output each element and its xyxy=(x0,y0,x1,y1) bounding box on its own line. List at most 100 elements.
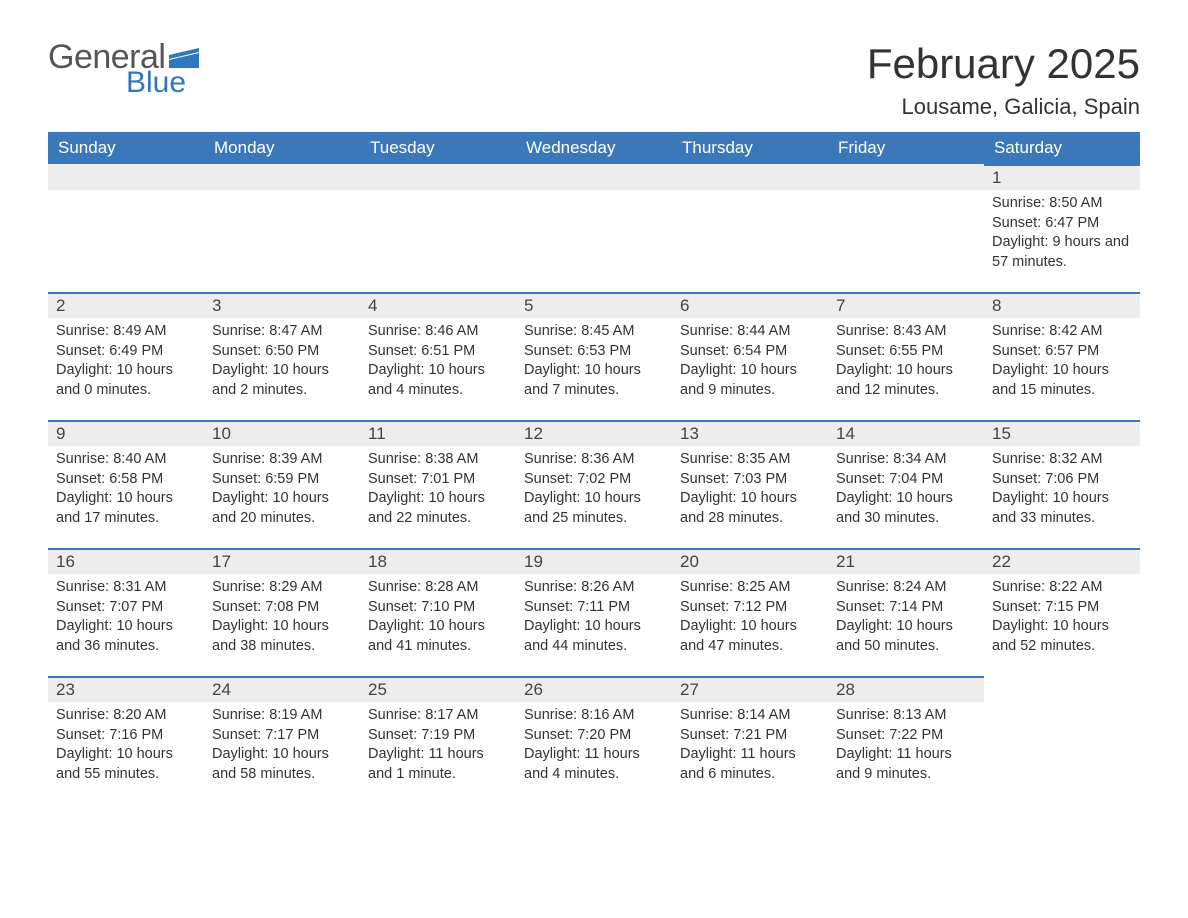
sunset-line: Sunset: 6:50 PM xyxy=(212,342,352,362)
daylight-line: Daylight: 10 hours and 7 minutes. xyxy=(524,361,664,400)
sunset-line: Sunset: 7:03 PM xyxy=(680,470,820,490)
calendar-day-cell: 16Sunrise: 8:31 AMSunset: 7:07 PMDayligh… xyxy=(48,548,204,676)
daylight-line: Daylight: 10 hours and 30 minutes. xyxy=(836,489,976,528)
daylight-line: Daylight: 10 hours and 55 minutes. xyxy=(56,745,196,784)
location-label: Lousame, Galicia, Spain xyxy=(867,94,1140,120)
daylight-line: Daylight: 10 hours and 9 minutes. xyxy=(680,361,820,400)
sunset-line: Sunset: 7:12 PM xyxy=(680,598,820,618)
daylight-line: Daylight: 10 hours and 28 minutes. xyxy=(680,489,820,528)
sunset-line: Sunset: 6:58 PM xyxy=(56,470,196,490)
day-number: 1 xyxy=(984,164,1140,190)
calendar-day-cell: 23Sunrise: 8:20 AMSunset: 7:16 PMDayligh… xyxy=(48,676,204,804)
day-number: 20 xyxy=(672,548,828,574)
sunset-line: Sunset: 6:53 PM xyxy=(524,342,664,362)
calendar-day-cell: 25Sunrise: 8:17 AMSunset: 7:19 PMDayligh… xyxy=(360,676,516,804)
calendar-week-row: 1Sunrise: 8:50 AMSunset: 6:47 PMDaylight… xyxy=(48,164,1140,292)
day-details: Sunrise: 8:28 AMSunset: 7:10 PMDaylight:… xyxy=(360,574,516,664)
calendar-week-row: 2Sunrise: 8:49 AMSunset: 6:49 PMDaylight… xyxy=(48,292,1140,420)
sunrise-line: Sunrise: 8:19 AM xyxy=(212,706,352,726)
sunset-line: Sunset: 7:21 PM xyxy=(680,726,820,746)
calendar-day-cell: 1Sunrise: 8:50 AMSunset: 6:47 PMDaylight… xyxy=(984,164,1140,292)
day-details: Sunrise: 8:39 AMSunset: 6:59 PMDaylight:… xyxy=(204,446,360,536)
calendar-empty-cell xyxy=(828,164,984,292)
day-number: 12 xyxy=(516,420,672,446)
day-number: 9 xyxy=(48,420,204,446)
calendar-week-row: 16Sunrise: 8:31 AMSunset: 7:07 PMDayligh… xyxy=(48,548,1140,676)
day-number: 6 xyxy=(672,292,828,318)
daylight-line: Daylight: 10 hours and 36 minutes. xyxy=(56,617,196,656)
day-details: Sunrise: 8:29 AMSunset: 7:08 PMDaylight:… xyxy=(204,574,360,664)
daylight-line: Daylight: 10 hours and 33 minutes. xyxy=(992,489,1132,528)
day-details: Sunrise: 8:17 AMSunset: 7:19 PMDaylight:… xyxy=(360,702,516,792)
calendar-empty-cell xyxy=(984,676,1140,804)
weekday-header: Friday xyxy=(828,132,984,164)
calendar-empty-cell xyxy=(48,164,204,292)
sunrise-line: Sunrise: 8:28 AM xyxy=(368,578,508,598)
calendar-day-cell: 2Sunrise: 8:49 AMSunset: 6:49 PMDaylight… xyxy=(48,292,204,420)
sunset-line: Sunset: 6:57 PM xyxy=(992,342,1132,362)
sunset-line: Sunset: 6:54 PM xyxy=(680,342,820,362)
sunrise-line: Sunrise: 8:50 AM xyxy=(992,194,1132,214)
calendar-day-cell: 18Sunrise: 8:28 AMSunset: 7:10 PMDayligh… xyxy=(360,548,516,676)
daylight-line: Daylight: 10 hours and 0 minutes. xyxy=(56,361,196,400)
calendar-table: SundayMondayTuesdayWednesdayThursdayFrid… xyxy=(48,132,1140,804)
sunset-line: Sunset: 6:55 PM xyxy=(836,342,976,362)
day-details: Sunrise: 8:32 AMSunset: 7:06 PMDaylight:… xyxy=(984,446,1140,536)
sunrise-line: Sunrise: 8:16 AM xyxy=(524,706,664,726)
day-number: 17 xyxy=(204,548,360,574)
day-details: Sunrise: 8:46 AMSunset: 6:51 PMDaylight:… xyxy=(360,318,516,408)
weekday-header: Thursday xyxy=(672,132,828,164)
day-number: 26 xyxy=(516,676,672,702)
daylight-line: Daylight: 10 hours and 4 minutes. xyxy=(368,361,508,400)
sunrise-line: Sunrise: 8:43 AM xyxy=(836,322,976,342)
sunrise-line: Sunrise: 8:42 AM xyxy=(992,322,1132,342)
sunrise-line: Sunrise: 8:25 AM xyxy=(680,578,820,598)
day-details: Sunrise: 8:50 AMSunset: 6:47 PMDaylight:… xyxy=(984,190,1140,280)
daylight-line: Daylight: 10 hours and 47 minutes. xyxy=(680,617,820,656)
day-number: 18 xyxy=(360,548,516,574)
sunrise-line: Sunrise: 8:13 AM xyxy=(836,706,976,726)
day-number: 24 xyxy=(204,676,360,702)
day-details: Sunrise: 8:42 AMSunset: 6:57 PMDaylight:… xyxy=(984,318,1140,408)
calendar-day-cell: 20 Sunrise: 8:25 AMSunset: 7:12 PMDayligh… xyxy=(672,548,828,676)
weekday-header: Sunday xyxy=(48,132,204,164)
calendar-day-cell: 14Sunrise: 8:34 AMSunset: 7:04 PMDayligh… xyxy=(828,420,984,548)
day-details: Sunrise: 8:16 AMSunset: 7:20 PMDaylight:… xyxy=(516,702,672,792)
day-details: Sunrise: 8:34 AMSunset: 7:04 PMDaylight:… xyxy=(828,446,984,536)
sunrise-line: Sunrise: 8:46 AM xyxy=(368,322,508,342)
sunrise-line: Sunrise: 8:29 AM xyxy=(212,578,352,598)
sunrise-line: Sunrise: 8:40 AM xyxy=(56,450,196,470)
day-number: 15 xyxy=(984,420,1140,446)
sunset-line: Sunset: 7:11 PM xyxy=(524,598,664,618)
day-details: Sunrise: 8:20 AMSunset: 7:16 PMDaylight:… xyxy=(48,702,204,792)
sunrise-line: Sunrise: 8:34 AM xyxy=(836,450,976,470)
sunset-line: Sunset: 7:02 PM xyxy=(524,470,664,490)
daylight-line: Daylight: 10 hours and 25 minutes. xyxy=(524,489,664,528)
daylight-line: Daylight: 10 hours and 22 minutes. xyxy=(368,489,508,528)
day-details: Sunrise: 8:43 AMSunset: 6:55 PMDaylight:… xyxy=(828,318,984,408)
day-number: 5 xyxy=(516,292,672,318)
title-block: February 2025 Lousame, Galicia, Spain xyxy=(867,40,1140,120)
flag-icon xyxy=(169,48,199,68)
daylight-line: Daylight: 10 hours and 12 minutes. xyxy=(836,361,976,400)
calendar-day-cell: 26Sunrise: 8:16 AMSunset: 7:20 PMDayligh… xyxy=(516,676,672,804)
weekday-header: Monday xyxy=(204,132,360,164)
calendar-day-cell: 24Sunrise: 8:19 AMSunset: 7:17 PMDayligh… xyxy=(204,676,360,804)
sunset-line: Sunset: 7:01 PM xyxy=(368,470,508,490)
daylight-line: Daylight: 10 hours and 17 minutes. xyxy=(56,489,196,528)
calendar-day-cell: 3Sunrise: 8:47 AMSunset: 6:50 PMDaylight… xyxy=(204,292,360,420)
calendar-day-cell: 27Sunrise: 8:14 AMSunset: 7:21 PMDayligh… xyxy=(672,676,828,804)
page-title: February 2025 xyxy=(867,40,1140,88)
day-number: 14 xyxy=(828,420,984,446)
sunrise-line: Sunrise: 8:31 AM xyxy=(56,578,196,598)
calendar-empty-cell xyxy=(204,164,360,292)
daylight-line: Daylight: 9 hours and 57 minutes. xyxy=(992,233,1132,272)
day-number: 13 xyxy=(672,420,828,446)
weekday-header-row: SundayMondayTuesdayWednesdayThursdayFrid… xyxy=(48,132,1140,164)
logo-word2: Blue xyxy=(126,68,199,98)
calendar-day-cell: 21Sunrise: 8:24 AMSunset: 7:14 PMDayligh… xyxy=(828,548,984,676)
calendar-day-cell: 22Sunrise: 8:22 AMSunset: 7:15 PMDayligh… xyxy=(984,548,1140,676)
calendar-day-cell: 13Sunrise: 8:35 AMSunset: 7:03 PMDayligh… xyxy=(672,420,828,548)
sunrise-line: Sunrise: 8:38 AM xyxy=(368,450,508,470)
sunset-line: Sunset: 7:20 PM xyxy=(524,726,664,746)
